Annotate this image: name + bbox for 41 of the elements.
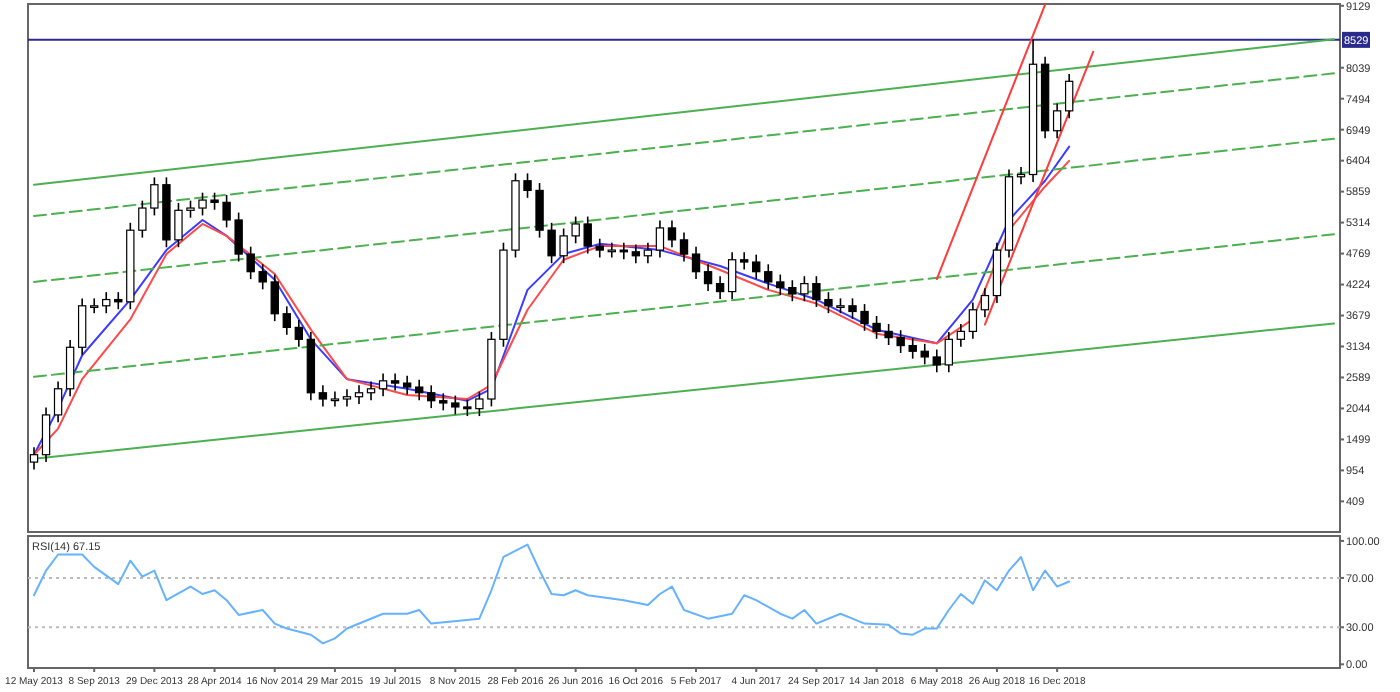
candlestick <box>643 241 653 264</box>
candlestick <box>270 273 279 322</box>
candlestick <box>294 319 304 348</box>
line-series <box>33 543 1071 645</box>
candlestick <box>1052 102 1062 139</box>
candlestick <box>932 348 941 374</box>
candlestick <box>739 251 749 271</box>
candlestick <box>956 323 966 348</box>
candlestick <box>655 219 665 259</box>
candlestick <box>102 291 111 314</box>
candlestick <box>667 219 677 249</box>
candlestick <box>679 231 689 263</box>
candlestick <box>1064 73 1074 120</box>
candlestick <box>607 241 616 259</box>
candlestick <box>992 241 1002 304</box>
candlestick <box>53 380 63 424</box>
candlestick <box>427 384 436 409</box>
candlestick <box>90 297 99 314</box>
candlestick <box>378 372 388 397</box>
candlestick <box>41 406 51 463</box>
candlestick <box>727 251 737 300</box>
candlestick <box>282 305 291 336</box>
candlestick <box>703 263 713 292</box>
candlestick <box>414 378 424 401</box>
candlestick <box>366 380 376 401</box>
candlestick <box>402 374 412 396</box>
candlestick <box>619 241 629 260</box>
candlestick <box>944 331 954 374</box>
candlestick <box>318 384 328 408</box>
candlestick <box>342 388 352 408</box>
candlestick <box>330 390 340 408</box>
candlestick <box>354 384 364 405</box>
candlestick <box>968 301 978 340</box>
candlestick <box>980 287 990 318</box>
candlestick <box>390 372 400 392</box>
candlestick <box>691 245 701 280</box>
candlestick <box>715 275 725 300</box>
candlestick <box>65 339 75 397</box>
candlestick <box>752 253 761 280</box>
candlestick <box>631 243 641 264</box>
candlestick <box>77 297 87 356</box>
